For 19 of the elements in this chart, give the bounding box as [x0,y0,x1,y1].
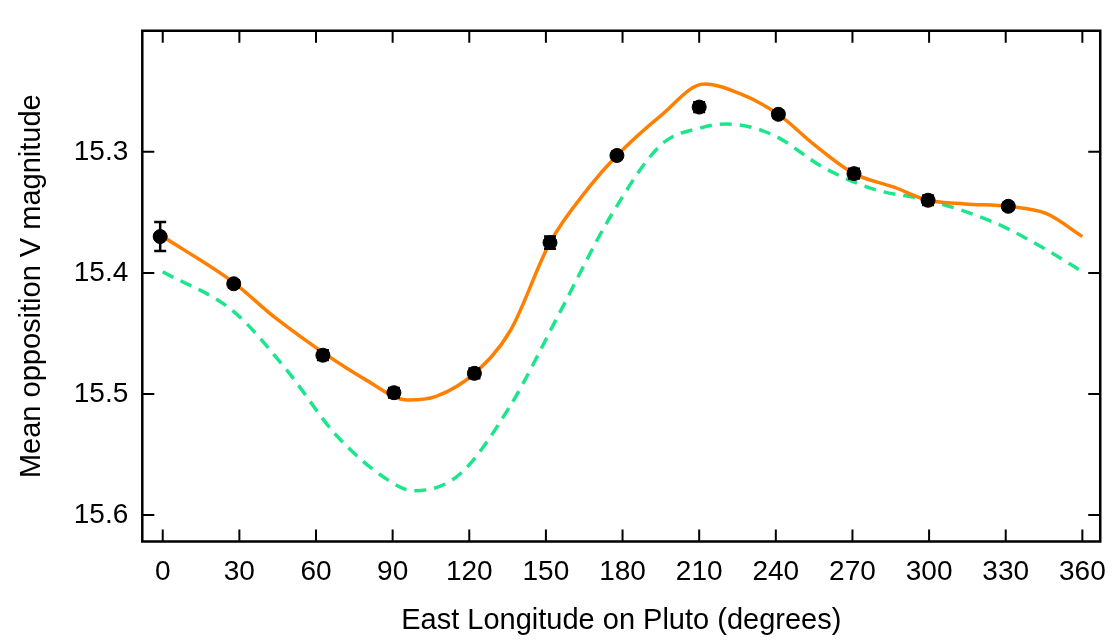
y-tick-label: 15.3 [73,134,129,166]
x-tick-label: 210 [675,555,723,587]
x-tick-label: 0 [154,555,171,587]
x-tick-label: 150 [522,555,570,587]
y-tick-label: 15.5 [73,376,129,408]
y-tick-label: 15.6 [73,497,129,529]
y-tick-label: 15.4 [73,255,129,287]
x-tick-label: 60 [300,555,332,587]
x-tick-label: 360 [1059,555,1106,587]
x-tick-label: 270 [829,555,876,587]
x-tick-label: 300 [905,555,953,587]
x-tick-label: 240 [752,555,800,587]
x-tick-label: 90 [377,555,409,587]
x-axis-title: East Longitude on Pluto (degrees) [401,602,842,635]
x-tick-label: 330 [982,555,1030,587]
y-axis-title: Mean opposition V magnitude [14,94,47,479]
x-tick-label: 30 [223,555,255,587]
x-tick-label: 120 [445,555,493,587]
x-tick-label: 180 [599,555,646,587]
